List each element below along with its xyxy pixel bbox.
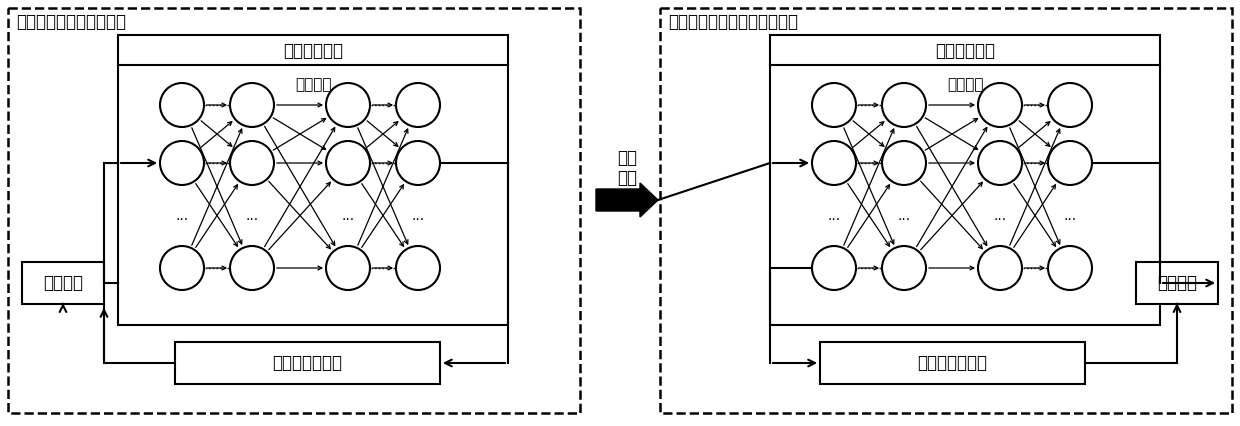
- Text: 迁移
学习: 迁移 学习: [618, 149, 637, 187]
- Bar: [175, 342, 440, 384]
- Circle shape: [882, 83, 926, 127]
- Circle shape: [978, 141, 1022, 185]
- FancyArrow shape: [596, 183, 658, 217]
- Circle shape: [882, 246, 926, 290]
- Text: ...: ...: [341, 209, 355, 223]
- Bar: [7, 8, 580, 413]
- Circle shape: [812, 141, 856, 185]
- Text: ...: ...: [246, 209, 259, 223]
- Text: ...: ...: [898, 209, 910, 223]
- Circle shape: [160, 83, 205, 127]
- Circle shape: [396, 246, 440, 290]
- Text: 神经网络: 神经网络: [947, 78, 983, 92]
- Circle shape: [1048, 246, 1092, 290]
- Circle shape: [1048, 83, 1092, 127]
- Text: 奖励函数: 奖励函数: [1157, 274, 1197, 292]
- Circle shape: [1048, 141, 1092, 185]
- Text: ...: ...: [993, 209, 1007, 223]
- Circle shape: [229, 83, 274, 127]
- Circle shape: [326, 83, 370, 127]
- Circle shape: [396, 83, 440, 127]
- Text: 强化学习寻优: 强化学习寻优: [935, 42, 994, 60]
- Bar: [660, 8, 1233, 413]
- Circle shape: [160, 141, 205, 185]
- Text: 神经网络: 神经网络: [295, 78, 331, 92]
- Circle shape: [326, 141, 370, 185]
- Circle shape: [160, 246, 205, 290]
- Bar: [118, 35, 508, 325]
- Text: 奖励函数: 奖励函数: [43, 274, 83, 292]
- Circle shape: [229, 141, 274, 185]
- Circle shape: [326, 246, 370, 290]
- Bar: [770, 35, 1159, 325]
- Text: ...: ...: [412, 209, 424, 223]
- Text: ...: ...: [827, 209, 841, 223]
- Circle shape: [978, 83, 1022, 127]
- Text: 高精度流体仿真: 高精度流体仿真: [918, 354, 987, 372]
- Text: 半经验估算强化学习环境: 半经验估算强化学习环境: [16, 13, 126, 31]
- Text: 高精度流体仿真强化学习环境: 高精度流体仿真强化学习环境: [668, 13, 799, 31]
- Bar: [1136, 262, 1218, 304]
- Bar: [820, 342, 1085, 384]
- Text: 强化学习寻优: 强化学习寻优: [283, 42, 343, 60]
- Circle shape: [812, 246, 856, 290]
- Text: ...: ...: [1064, 209, 1076, 223]
- Circle shape: [229, 246, 274, 290]
- Circle shape: [882, 141, 926, 185]
- Circle shape: [812, 83, 856, 127]
- Circle shape: [978, 246, 1022, 290]
- Text: 半经验估算方法: 半经验估算方法: [273, 354, 342, 372]
- Circle shape: [396, 141, 440, 185]
- Text: ...: ...: [175, 209, 188, 223]
- Bar: [22, 262, 104, 304]
